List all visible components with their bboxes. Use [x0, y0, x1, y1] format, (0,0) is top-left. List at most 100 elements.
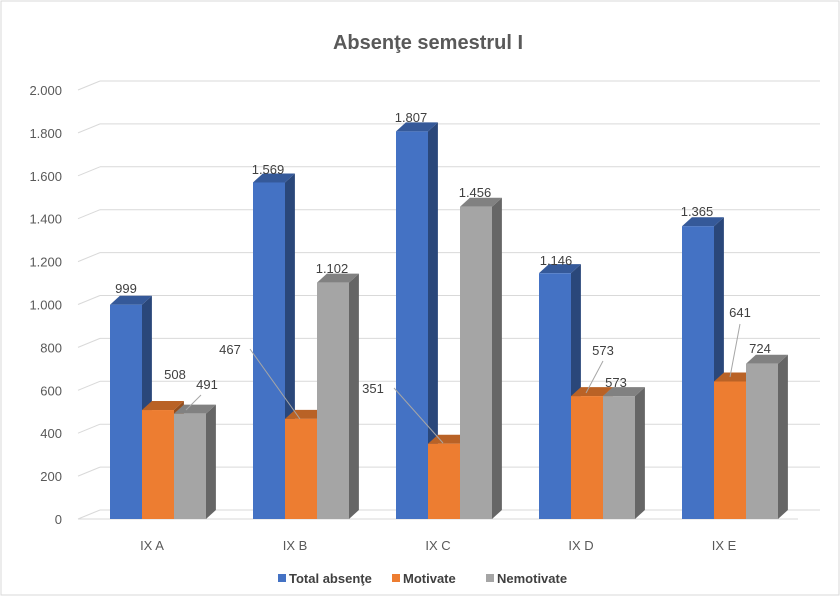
data-label: 467 [219, 342, 241, 357]
category-label: IX C [425, 538, 450, 553]
y-tick-label: 1.800 [29, 126, 62, 141]
legend-label: Total absenţe [289, 571, 372, 586]
chart-title: Absenţe semestrul I [333, 32, 523, 54]
legend-swatch [392, 574, 400, 582]
bar [396, 122, 438, 519]
data-label: 1.456 [459, 185, 492, 200]
gridline-diagonal [77, 380, 101, 391]
bar-side [778, 354, 788, 519]
data-label: 491 [196, 377, 218, 392]
gridline-diagonal [77, 423, 101, 434]
gridline-diagonal [77, 466, 101, 477]
gridline-diagonal [77, 80, 101, 91]
bar-top [174, 404, 216, 414]
x-axis-categories: IX A IX B IX C IX D IX E [140, 538, 737, 553]
legend-item: Nemotivate [486, 571, 567, 586]
bar-front [174, 413, 206, 519]
leader-lines [185, 323, 741, 444]
leader-line [729, 323, 741, 378]
bar-top [110, 295, 152, 305]
data-label: 724 [749, 341, 771, 356]
data-label: 641 [729, 305, 751, 320]
bar-front [746, 363, 778, 519]
legend: Total absenţe Motivate Nemotivate [278, 571, 567, 586]
legend-item: Motivate [392, 571, 456, 586]
bar-top [253, 173, 295, 183]
y-tick-label: 1.200 [29, 255, 62, 270]
bar [746, 354, 788, 519]
bar-front [428, 443, 460, 519]
data-labels: 999 1.569 1.807 1.146 1.365 508 467 351 573 641 49… [115, 110, 771, 396]
legend-swatch [486, 574, 494, 582]
data-label: 351 [362, 381, 384, 396]
bar-front [714, 381, 746, 519]
y-tick-label: 400 [40, 426, 62, 441]
legend-item: Total absenţe [278, 571, 372, 586]
bar [317, 273, 359, 519]
bar [174, 404, 216, 519]
leader-line [249, 348, 301, 420]
bar-front [317, 282, 349, 519]
bar-top [571, 387, 613, 397]
bar-top [539, 264, 581, 274]
bar-front [285, 418, 317, 519]
data-label: 1.102 [316, 261, 349, 276]
gridline-diagonal [77, 295, 101, 305]
gridline-diagonal [77, 252, 101, 263]
bar-front [539, 273, 571, 519]
y-axis-ticks: 0 200 400 600 800 1.000 1.200 1.400 1.600 1.800 2.… [29, 83, 62, 527]
legend-label: Nemotivate [497, 571, 567, 586]
data-label: 508 [164, 367, 186, 382]
bar-front [253, 182, 285, 519]
y-tick-label: 800 [40, 340, 62, 355]
data-label: 999 [115, 281, 137, 296]
gridline-diagonal [77, 509, 101, 520]
bars [110, 122, 788, 520]
category-label: IX A [140, 538, 164, 553]
y-tick-label: 200 [40, 469, 62, 484]
bar-top [746, 354, 788, 364]
category-label: IX B [283, 538, 308, 553]
bar-front [603, 396, 635, 519]
y-tick-label: 1.400 [29, 212, 62, 227]
data-label: 1.569 [252, 162, 285, 177]
data-label: 1.146 [540, 253, 573, 268]
data-label: 1.365 [681, 204, 714, 219]
bar [603, 387, 645, 519]
bar-front [142, 410, 174, 519]
bar-front [460, 206, 492, 520]
data-label: 573 [605, 375, 627, 390]
leader-line [185, 394, 202, 411]
gridline-diagonal [77, 209, 101, 220]
gridline-diagonal [77, 337, 101, 348]
gridline-diagonal [77, 123, 101, 134]
leader-line [393, 387, 444, 444]
bar-top [682, 217, 724, 227]
y-tick-label: 1.000 [29, 298, 62, 313]
bar-top [142, 401, 184, 411]
bar-side [428, 122, 438, 519]
bar-top [428, 434, 470, 444]
y-tick-label: 1.600 [29, 169, 62, 184]
legend-swatch [278, 574, 286, 582]
category-label: IX E [712, 538, 737, 553]
y-tick-label: 600 [40, 383, 62, 398]
data-label: 573 [592, 343, 614, 358]
category-label: IX D [568, 538, 593, 553]
leader-line [585, 360, 604, 394]
y-tick-label: 0 [55, 512, 62, 527]
data-label: 1.807 [395, 110, 428, 125]
bar-side [349, 273, 359, 519]
bar-top [603, 387, 645, 397]
y-tick-label: 2.000 [29, 83, 62, 98]
bar-side [206, 404, 216, 519]
gridline-diagonal [77, 166, 101, 177]
bar-top [317, 273, 359, 283]
bar [460, 197, 502, 520]
bar-top [460, 197, 502, 207]
bar-front [110, 304, 142, 519]
bar-top [396, 122, 438, 132]
bar-front [682, 226, 714, 519]
